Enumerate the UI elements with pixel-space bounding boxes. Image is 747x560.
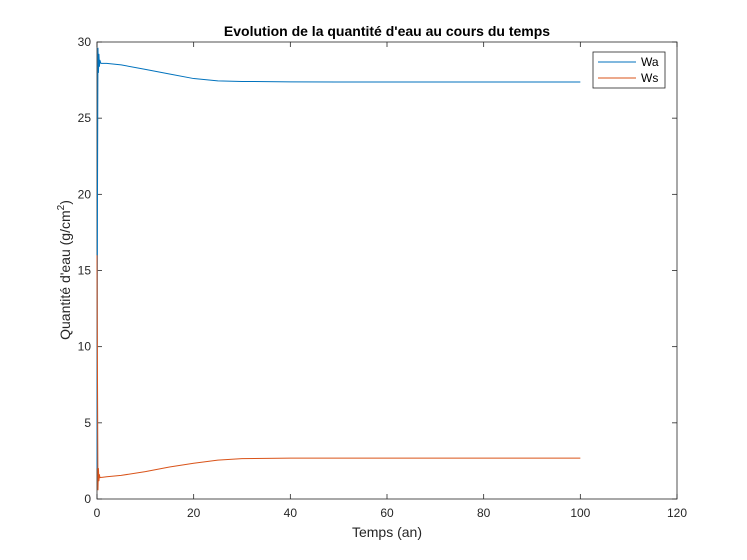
y-tick-label: 10 <box>78 340 92 354</box>
y-tick-label: 15 <box>78 264 92 278</box>
y-axis-label-close: ) <box>57 200 73 205</box>
x-tick-label: 80 <box>477 506 491 520</box>
y-axis-label-superscript: 2 <box>56 204 67 210</box>
chart-title: Evolution de la quantité d'eau au cours … <box>224 23 550 39</box>
legend: Wa Ws <box>592 51 666 89</box>
y-axis-label-main: Quantité d'eau (g/cm <box>57 210 73 340</box>
legend-label-ws: Ws <box>641 71 658 85</box>
y-tick-label: 30 <box>78 35 92 49</box>
x-tick-label: 40 <box>284 506 298 520</box>
y-axis-label: Quantité d'eau (g/cm2) <box>56 200 73 340</box>
x-tick-label: 60 <box>380 506 394 520</box>
legend-label-wa: Wa <box>641 55 659 69</box>
series-line-wa <box>96 47 581 469</box>
x-tick-label: 120 <box>667 506 687 520</box>
x-tick-label: 0 <box>94 506 101 520</box>
y-tick-label: 0 <box>84 492 91 506</box>
series-layer <box>96 47 581 491</box>
legend-box <box>592 51 666 89</box>
plot-area <box>96 41 678 500</box>
x-tick-label: 20 <box>187 506 201 520</box>
x-axis-label: Temps (an) <box>352 524 422 540</box>
y-axis: 0 5 10 15 20 25 30 <box>78 35 677 506</box>
x-tick-label: 100 <box>570 506 590 520</box>
y-tick-label: 20 <box>78 187 92 201</box>
y-tick-label: 25 <box>78 111 92 125</box>
series-line-ws <box>96 255 581 491</box>
y-tick-label: 5 <box>84 416 91 430</box>
x-axis: 0 20 40 60 80 100 120 <box>94 42 687 520</box>
